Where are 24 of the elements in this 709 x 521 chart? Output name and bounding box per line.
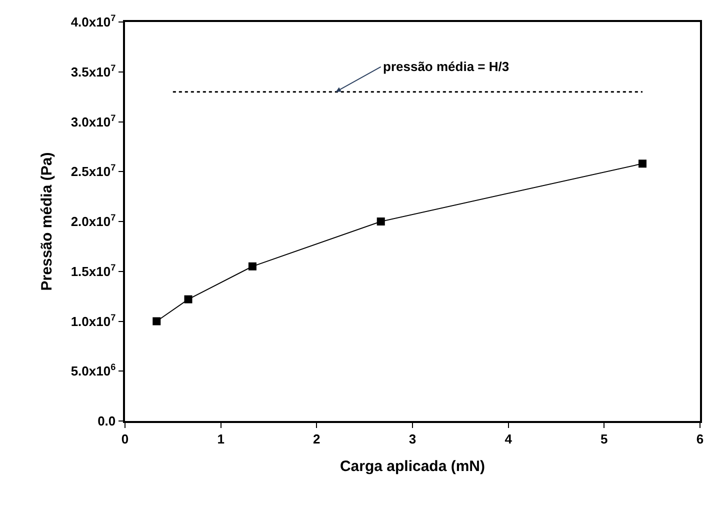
x-axis-title: Carga aplicada (mN): [340, 458, 486, 475]
y-tick-label: 3.5x10$^{7}$: [70, 62, 116, 80]
y-tick-label: 0.0: [98, 414, 116, 429]
x-tick-label: 2: [313, 431, 320, 446]
y-tick-label: 3.0x10$^{7}$: [70, 112, 116, 130]
y-tick-label: 5.0x10$^{6}$: [70, 362, 116, 379]
y-tick-label: 2.5x10$^{7}$: [70, 162, 116, 180]
y-tick-label: 1.0x10$^{7}$: [70, 312, 116, 329]
y-tick-label: 4.0x10$^{7}$: [70, 13, 116, 30]
x-tick-label: 3: [408, 431, 416, 446]
annotation: pressão média = H/3: [383, 59, 510, 74]
point: [376, 218, 385, 226]
x-tick-label: 4: [504, 431, 513, 446]
x-tick-label: 5: [600, 431, 608, 446]
x-tick-label: 6: [696, 431, 704, 446]
point: [248, 262, 256, 270]
point: [638, 160, 646, 168]
x-tick-label: 0: [121, 431, 129, 446]
x-tick-label: 1: [217, 431, 224, 446]
y-axis-title: Pressão média (Pa): [38, 152, 56, 291]
y-tick-label: 1.5x10$^{7}$: [70, 262, 116, 279]
y-tick-label: 2.0x10$^{7}$: [70, 212, 116, 230]
point: [184, 295, 192, 304]
point: [152, 317, 161, 326]
